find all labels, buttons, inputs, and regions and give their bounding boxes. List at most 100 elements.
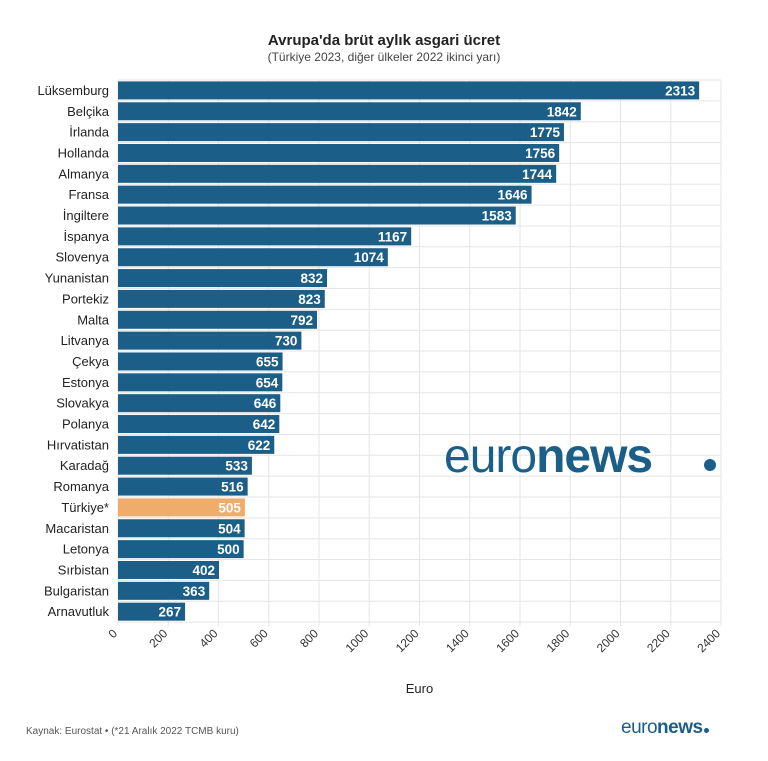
value-label: 622 [248,438,271,453]
value-label: 646 [254,396,277,411]
value-label: 654 [256,375,279,390]
bar [118,248,388,267]
x-axis-title: Euro [406,681,433,696]
value-label: 642 [253,417,276,432]
category-label: Çekya [72,354,110,369]
value-label: 1744 [522,167,553,182]
value-label: 533 [225,459,248,474]
chart-title: Avrupa'da brüt aylık asgari ücret [267,32,501,49]
value-label: 402 [192,563,215,578]
category-label: Estonya [62,375,110,390]
bar [118,602,186,621]
x-tick-label: 400 [197,626,221,650]
bar [118,519,245,538]
x-tick-label: 1000 [343,626,372,655]
value-label: 1646 [498,188,529,203]
value-label: 1756 [525,146,556,161]
euronews-watermark: euronews [444,430,652,483]
x-tick-label: 800 [297,626,321,650]
bar [118,560,220,579]
watermark-dot [704,459,716,471]
bar [118,310,317,329]
x-tick-label: 1600 [493,626,522,655]
value-label: 1842 [547,104,577,119]
x-tick-label: 0 [105,626,120,641]
x-tick-label: 1200 [393,626,422,655]
category-label: İngiltere [63,208,109,223]
category-label: Romanya [53,479,109,494]
x-tick-label: 600 [247,626,271,650]
bar [118,81,700,100]
value-label: 363 [183,584,206,599]
value-label: 1167 [378,229,407,244]
bar [118,540,244,559]
value-label: 1775 [530,125,561,140]
bar [118,164,557,183]
value-label: 2313 [665,83,696,98]
bar [118,477,248,496]
bar [118,352,283,371]
bar [118,227,412,246]
bar [118,415,280,434]
bar [118,289,325,308]
bar [118,498,245,517]
category-label: Hırvatistan [47,437,109,452]
category-label: Slovenya [56,250,110,265]
bar [118,581,210,600]
bar [118,143,560,162]
category-label: Sırbistan [58,562,109,577]
category-label: Belçika [67,104,110,119]
euronews-logo: euronews [621,717,709,739]
watermark-text-bold: news [536,430,652,483]
category-label: Fransa [69,187,110,202]
bar [118,206,516,225]
x-tick-label: 1400 [443,626,472,655]
category-label: Macaristan [45,521,109,536]
x-tick-label: 2400 [694,626,723,655]
category-label: Polanya [62,417,110,432]
category-label: Letonya [63,542,110,557]
category-label: Litvanya [61,333,110,348]
category-label: Türkiye* [61,500,109,515]
x-tick-label: 2200 [644,626,673,655]
bar [118,435,275,454]
category-label: Yunanistan [45,271,109,286]
value-label: 655 [256,354,279,369]
x-tick-label: 2000 [594,626,623,655]
bar [118,394,281,413]
category-label: Bulgaristan [44,583,109,598]
chart-subtitle: (Türkiye 2023, diğer ülkeler 2022 ikinci… [267,50,501,64]
value-label: 504 [218,521,241,536]
bar [118,269,328,288]
category-label: Lüksemburg [37,83,109,98]
value-label: 500 [217,542,240,557]
category-label: İrlanda [69,125,110,140]
value-label: 823 [298,292,321,307]
source-note: Kaynak: Eurostat • (*21 Aralık 2022 TCMB… [26,726,239,737]
value-label: 267 [159,605,182,620]
value-label: 792 [290,313,313,328]
category-label: Slovakya [56,396,110,411]
bar [118,123,564,142]
value-label: 832 [301,271,324,286]
category-label: Almanya [58,166,109,181]
category-label: Karadağ [60,458,109,473]
value-label: 516 [221,480,244,495]
category-label: Portekiz [62,291,109,306]
category-label: Hollanda [58,145,110,160]
x-tick-label: 200 [146,626,170,650]
value-label: 1074 [354,250,385,265]
bar [118,185,532,204]
value-label: 505 [218,500,241,515]
value-label: 730 [275,334,298,349]
category-label: Arnavutluk [48,604,110,619]
bar [118,456,252,475]
watermark-text-light: euro [444,430,536,483]
bar [118,102,581,121]
x-tick-label: 1800 [544,626,573,655]
value-label: 1583 [482,209,513,224]
bar [118,373,283,392]
bar [118,331,302,350]
category-label: Malta [77,312,110,327]
